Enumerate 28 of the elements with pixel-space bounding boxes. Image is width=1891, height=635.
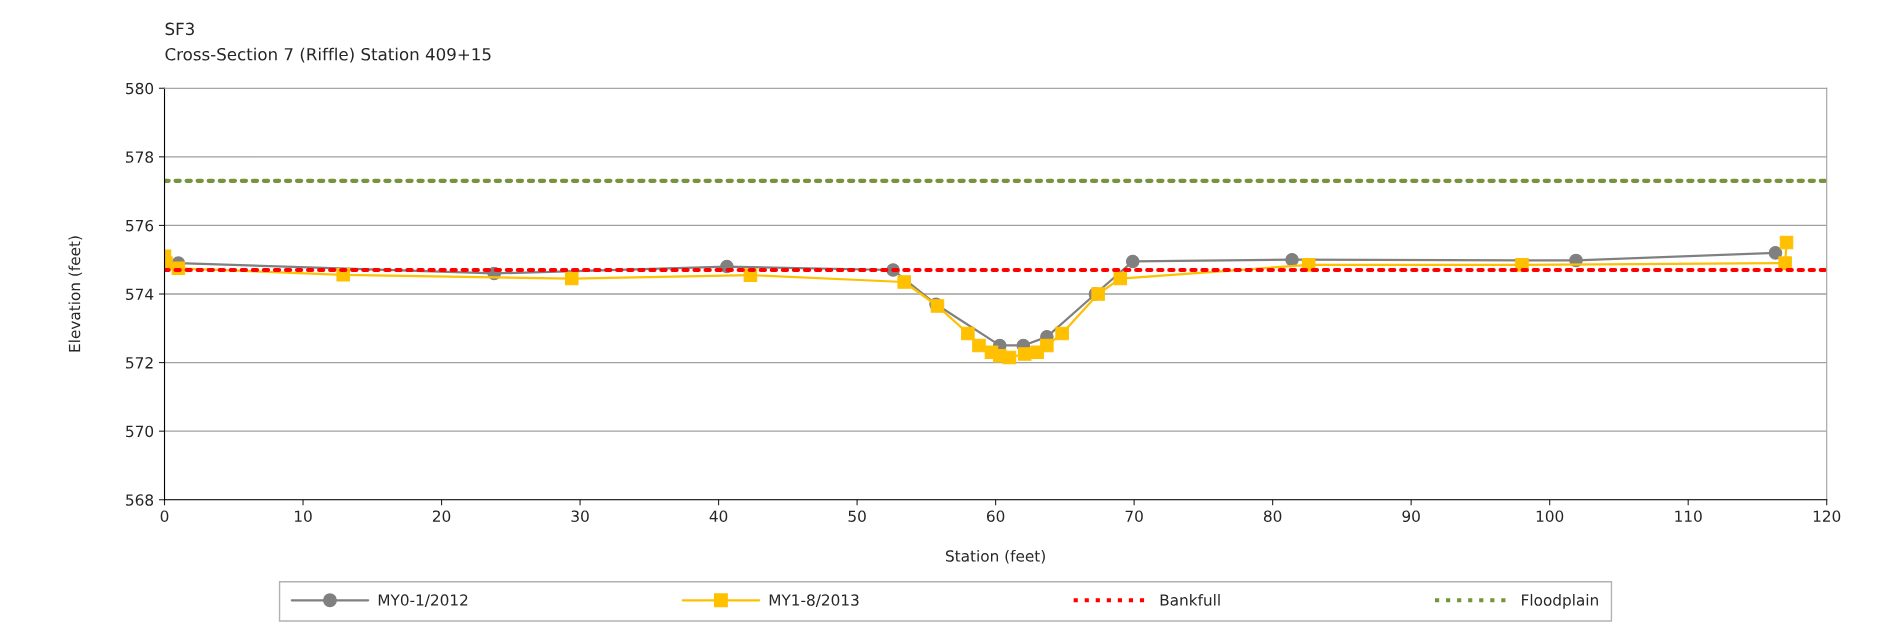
y-tick-label: 568 [126,494,154,506]
chart-title: SF3 [165,22,194,36]
x-tick-label: 10 [294,510,312,522]
x-tick-label: 50 [848,510,866,522]
x-tick-label: 70 [1125,510,1143,522]
x-axis-title: Station (feet) [945,549,1045,564]
x-tick-label: 100 [1536,510,1564,522]
x-tick-label: 40 [709,510,728,522]
legend-label: MY0-1/2012 [378,594,468,608]
y-tick-label: 574 [126,288,154,301]
legend-label: MY1-8/2013 [769,594,859,608]
x-tick-label: 110 [1675,510,1702,522]
legend-label: Floodplain [1522,594,1598,609]
y-tick-label: 580 [126,82,154,95]
x-tick-label: 80 [1263,510,1282,522]
legend-label: Bankfull [1160,594,1220,606]
y-tick-label: 576 [126,219,154,232]
x-tick-label: 30 [571,510,589,522]
y-tick-label: 578 [126,151,154,163]
chart-subtitle: Cross-Section 7 (Riffle) Station 409+15 [165,47,491,63]
x-tick-label: 20 [432,510,451,522]
x-tick-label: 90 [1402,510,1420,522]
x-tick-label: 0 [160,510,169,522]
y-tick-label: 572 [126,357,153,369]
x-tick-label: 120 [1813,510,1841,522]
y-tick-label: 570 [126,425,154,438]
x-tick-label: 60 [986,510,1005,522]
y-axis-title: Elevation (feet) [68,236,83,352]
